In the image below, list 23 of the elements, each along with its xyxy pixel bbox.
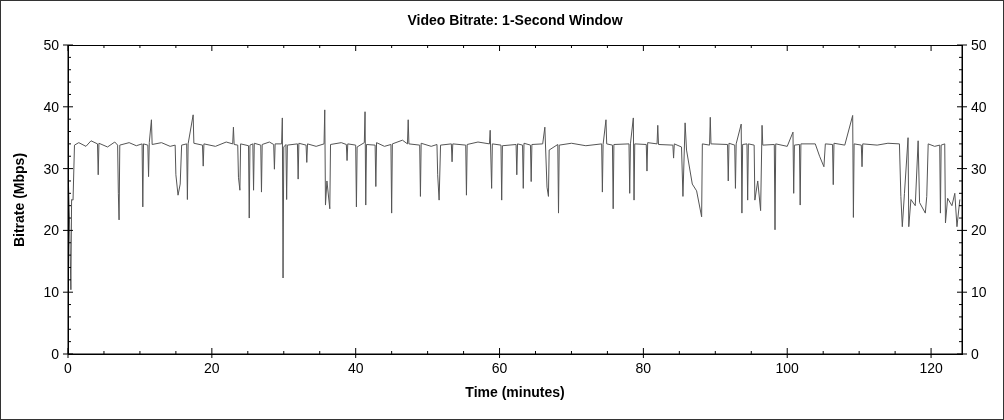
chart-title: Video Bitrate: 1-Second Window (406, 12, 624, 28)
y2-tick-label: 50 (971, 36, 987, 53)
x-axis-title: Time (minutes) (464, 384, 566, 400)
x-tick-label: 100 (775, 360, 800, 376)
y2-tick-label: 10 (971, 284, 987, 301)
y-tick-label: 20 (43, 222, 60, 239)
y-tick-label: 40 (43, 98, 60, 115)
y2-tick-label: 30 (971, 160, 987, 177)
y2-tick-label: 40 (971, 98, 987, 115)
y2-tick-label: 20 (971, 222, 987, 239)
x-tick-label: 60 (491, 360, 508, 376)
y-tick-label: 10 (43, 284, 60, 301)
x-tick-label: 120 (919, 360, 943, 376)
x-tick-label: 40 (347, 360, 364, 376)
line-series (68, 109, 961, 291)
y-tick-label: 50 (43, 36, 60, 53)
y-axis-title: Bitrate (Mbps) (11, 152, 27, 247)
x-tick-label: 0 (64, 360, 73, 376)
y-tick-label: 30 (43, 160, 60, 177)
x-tick-label: 20 (204, 360, 220, 376)
y-tick-label: 0 (51, 345, 60, 362)
y2-tick-label: 0 (971, 345, 979, 362)
x-tick-label: 80 (635, 360, 652, 376)
